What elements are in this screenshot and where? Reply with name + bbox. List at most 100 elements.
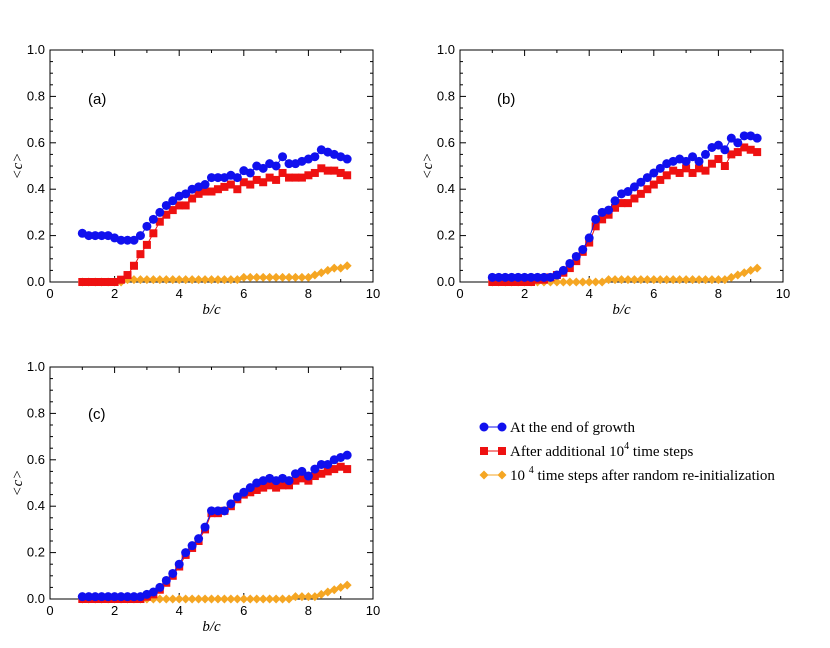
data-point-orange <box>271 594 281 604</box>
data-point-red <box>272 175 281 184</box>
data-point-red <box>714 155 723 164</box>
data-point-red <box>656 175 665 184</box>
x-tick-label: 8 <box>305 603 312 618</box>
x-axis-label: b/c <box>202 302 221 318</box>
data-point-red <box>252 485 261 494</box>
x-tick-label: 2 <box>111 286 118 301</box>
series-blue <box>487 131 762 282</box>
data-point-blue <box>129 235 139 245</box>
data-point-orange <box>245 594 255 604</box>
data-point-red <box>330 465 339 474</box>
data-point-red <box>675 168 684 177</box>
data-point-blue <box>649 168 659 178</box>
data-point-orange <box>194 594 204 604</box>
data-point-blue <box>487 272 497 282</box>
data-point-blue <box>316 459 326 469</box>
data-point-red <box>623 199 632 208</box>
data-point-orange <box>239 594 249 604</box>
data-point-blue <box>552 270 562 280</box>
data-point-red <box>142 240 151 249</box>
data-point-orange <box>174 275 184 285</box>
y-tick-label: 0.4 <box>27 181 45 196</box>
y-tick-label: 0.0 <box>27 591 45 606</box>
data-point-orange <box>258 272 268 282</box>
data-point-blue <box>116 592 126 602</box>
data-point-blue <box>713 140 723 150</box>
data-point-orange <box>694 275 704 285</box>
data-point-orange <box>252 272 262 282</box>
y-tick-label: 0.8 <box>27 88 45 103</box>
data-point-blue <box>688 152 698 162</box>
data-point-red <box>649 180 658 189</box>
data-point-blue <box>500 272 510 282</box>
data-point-red <box>117 275 126 284</box>
data-point-orange <box>161 594 171 604</box>
data-point-red <box>259 178 268 187</box>
data-point-blue <box>213 506 223 516</box>
data-point-blue <box>578 245 588 255</box>
data-point-blue <box>219 506 229 516</box>
data-point-blue <box>520 272 530 282</box>
legend-marker <box>479 422 489 432</box>
data-point-red <box>233 185 242 194</box>
legend-text-part: 10 <box>510 468 529 484</box>
data-point-orange <box>642 275 652 285</box>
data-point-red <box>207 187 216 196</box>
data-point-orange <box>713 275 723 285</box>
data-point-red <box>278 168 287 177</box>
data-point-orange <box>700 275 710 285</box>
data-point-red <box>201 187 210 196</box>
data-point-red <box>330 166 339 175</box>
y-tick-label: 0.2 <box>27 228 45 243</box>
data-point-red <box>507 278 516 286</box>
data-point-orange <box>135 275 145 285</box>
legend-entry-red: After additional 104 time steps <box>480 441 693 460</box>
data-point-blue <box>720 145 730 155</box>
data-point-blue <box>539 272 549 282</box>
data-point-orange <box>148 275 158 285</box>
data-point-orange <box>265 594 275 604</box>
data-point-orange <box>284 272 294 282</box>
x-tick-label: 4 <box>586 286 593 301</box>
data-point-orange <box>142 275 152 285</box>
data-point-blue <box>681 156 691 166</box>
data-point-blue <box>258 163 268 173</box>
data-point-orange <box>265 272 275 282</box>
x-tick-label: 2 <box>111 603 118 618</box>
data-point-red <box>194 189 203 198</box>
data-point-blue <box>161 575 171 585</box>
data-point-red <box>97 278 106 286</box>
y-axis-label: <c> <box>10 153 26 180</box>
data-point-blue <box>148 214 158 224</box>
data-point-blue <box>97 231 107 241</box>
data-point-blue <box>142 221 152 231</box>
data-point-orange <box>290 592 300 602</box>
data-point-blue <box>155 582 165 592</box>
data-point-blue <box>239 487 249 497</box>
plot-frame <box>459 49 784 283</box>
x-tick-label: 0 <box>46 286 53 301</box>
data-point-blue <box>297 466 307 476</box>
data-point-red <box>695 164 704 173</box>
data-point-red <box>246 488 255 497</box>
data-point-blue <box>116 235 126 245</box>
data-point-orange <box>610 275 620 285</box>
data-point-orange <box>297 592 307 602</box>
data-point-orange <box>200 594 210 604</box>
data-point-blue <box>752 133 762 143</box>
data-point-orange <box>629 275 639 285</box>
data-point-orange <box>187 594 197 604</box>
data-point-blue <box>571 251 581 261</box>
legend-text-part: time steps <box>629 444 693 460</box>
data-point-blue <box>739 131 749 141</box>
data-point-blue <box>168 196 178 206</box>
data-point-blue <box>565 258 575 268</box>
legend-superscript: 4 <box>529 465 534 476</box>
data-point-red <box>213 185 222 194</box>
data-point-red <box>246 180 255 189</box>
data-point-red <box>149 229 158 238</box>
data-point-red <box>252 175 261 184</box>
data-point-blue <box>84 231 94 241</box>
data-point-red <box>617 199 626 208</box>
data-point-blue <box>245 483 255 493</box>
